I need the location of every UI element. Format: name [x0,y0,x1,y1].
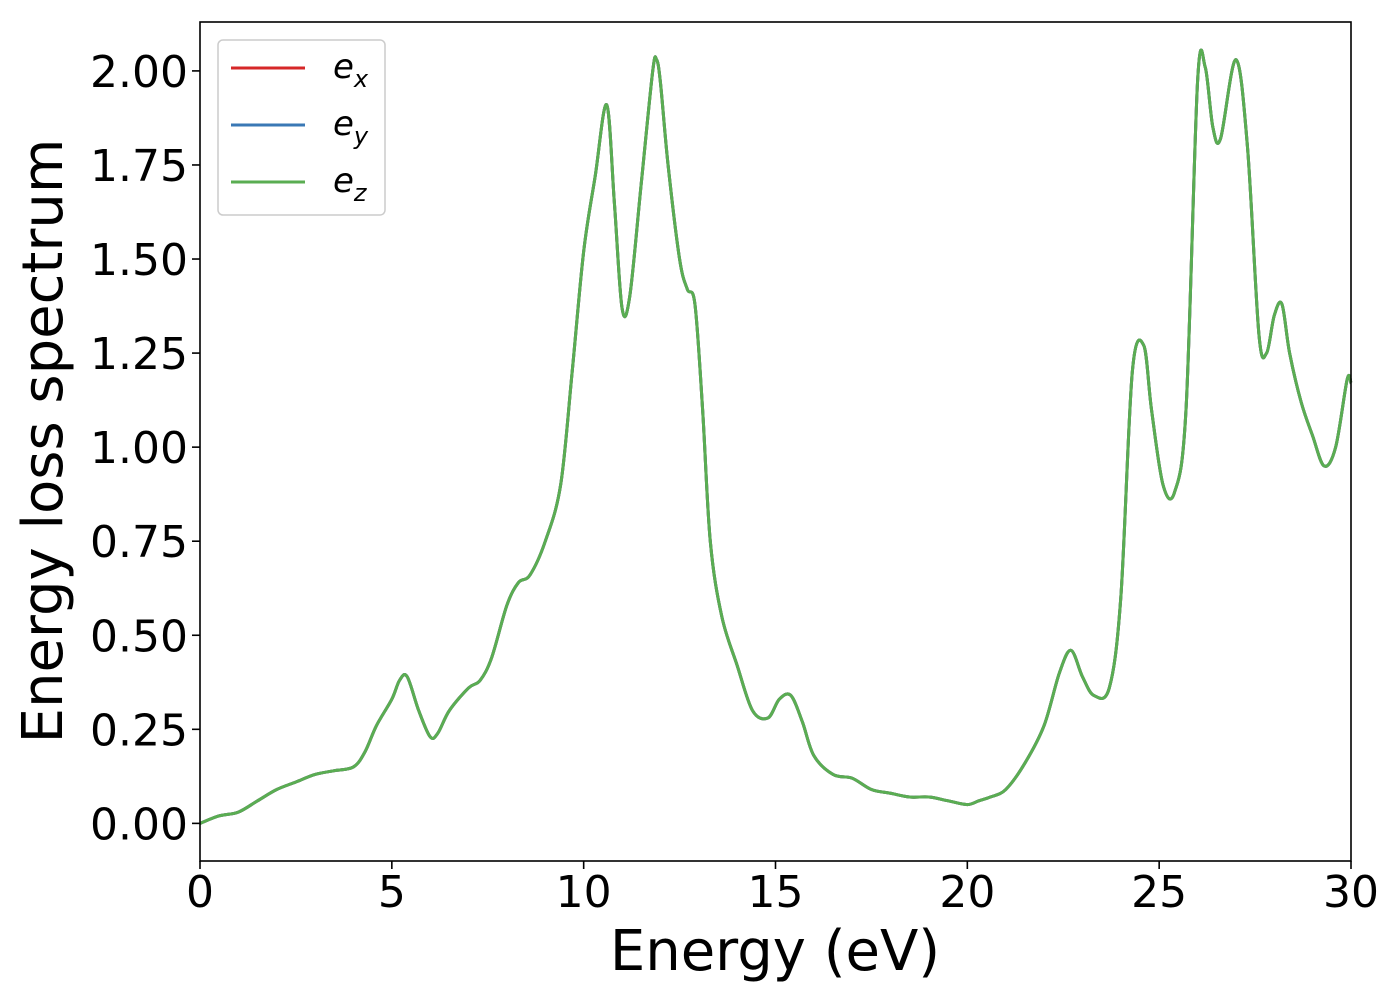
y-tick-label: 2.00 [90,47,188,98]
x-tick-label: 30 [1323,867,1379,918]
y-axis: 0.00 0.25 0.50 0.75 1.00 1.25 1.50 1.75 2.00 [90,47,200,850]
y-tick-label: 1.50 [90,235,188,286]
plot-background [200,22,1351,861]
x-tick-label: 15 [748,867,804,918]
y-tick-label: 1.75 [90,141,188,192]
legend-label-x: ex [333,47,369,93]
x-tick-label: 10 [556,867,612,918]
y-tick-label: 0.75 [90,517,188,568]
series-layer [199,48,1353,825]
x-axis: 0 5 10 15 20 25 30 [186,861,1379,918]
y-tick-label: 1.00 [90,423,188,474]
legend: ex ey ez [217,39,386,216]
series-line-e-z [199,48,1353,825]
x-tick-label: 5 [378,867,406,918]
y-axis-title: Energy loss spectrum [11,139,76,744]
y-tick-label: 1.25 [90,329,188,380]
x-tick-label: 0 [186,867,214,918]
y-tick-label: 0.00 [90,799,188,850]
x-tick-label: 20 [939,867,995,918]
x-axis-title: Energy (eV) [610,919,940,984]
x-tick-label: 25 [1131,867,1187,918]
legend-label-y: ey [333,104,369,150]
y-tick-label: 0.25 [90,705,188,756]
y-tick-label: 0.50 [90,611,188,662]
legend-label-z: ez [333,161,368,207]
legend-box [217,39,386,216]
